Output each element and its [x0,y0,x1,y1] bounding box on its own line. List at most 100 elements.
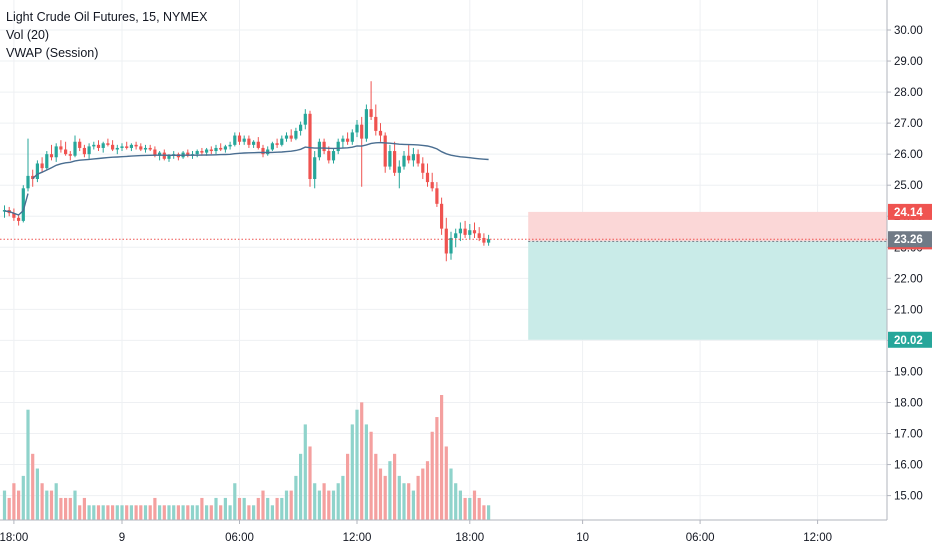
candle [487,234,491,246]
time-tick-label: 18:00 [0,532,28,544]
grid-lines [0,0,887,520]
candle [35,160,39,183]
volume-bar [463,497,467,520]
volume-bar [280,497,284,520]
volume-bar [228,505,232,520]
candle-body [125,146,129,148]
stop-price-badge-label: 24.14 [894,207,923,219]
volume-bar [92,505,96,520]
candle-body [49,154,54,158]
candle-body [472,230,477,234]
candle-body [31,175,35,179]
volume-bar [233,483,237,520]
volume-bar [223,497,227,520]
volume-bar [468,497,472,520]
volume-bar [242,497,246,520]
candle [186,149,190,158]
candle-body [45,154,49,169]
candle [195,149,199,158]
volume-bar [360,402,364,520]
volume-bar [158,505,162,520]
stop-loss-zone [528,211,887,242]
candle [435,182,439,207]
volume-bar [397,475,401,520]
volume-bar [59,497,63,520]
candle-body [416,154,420,164]
volume-bar [407,483,411,520]
candle [82,144,86,158]
candle-body [148,147,152,150]
chart-title: Light Crude Oil Futures, 15, NYMEX [6,10,208,24]
candle-body [383,135,387,167]
volume-bar [73,490,77,520]
candle [308,110,312,187]
candle-body [275,143,279,145]
time-axis[interactable]: 18:00 9 06:00 12:00 18:00 10 06:00 12:00 [0,519,932,550]
volume-bar [111,505,115,520]
candle-body [214,147,218,152]
candle-body [322,141,326,152]
candle [369,81,373,121]
candle-body [252,141,256,145]
candle-body [21,188,25,221]
volume-bar [143,505,148,520]
candle-body [223,146,227,150]
candle [209,146,213,155]
volume-bar [21,475,25,520]
volume-bar [167,505,171,520]
candle [256,137,260,150]
volume-bar [308,446,312,520]
volume-bars [2,395,491,520]
target-price-badge-label: 20.02 [894,335,923,347]
candle-body [346,138,350,142]
candle-body [153,149,157,156]
candle-body [143,147,148,150]
candle-body [233,135,237,145]
axis-corner [887,520,932,550]
candle-body [205,149,209,153]
candle [355,120,359,138]
candle-body [237,135,242,142]
volume-bar [327,490,331,520]
candle [360,116,364,187]
candle-body [393,151,397,173]
candle-body [96,144,101,148]
volume-bar [421,468,425,520]
price-tick-label: 21.00 [894,304,923,316]
candle [68,151,72,161]
volume-bar [186,505,190,520]
candle-body [111,144,115,150]
price-tick-label: 30.00 [894,25,923,37]
candle [397,160,401,189]
time-tick-label: 06:00 [686,532,715,544]
candle-body [92,144,96,147]
candle [407,144,411,164]
price-tick-label: 25.00 [894,180,923,192]
time-tick-label: 06:00 [225,532,254,544]
candle-body [256,141,260,148]
candle-body [364,109,368,139]
candle-body [378,130,383,136]
take-profit-zone [528,241,887,340]
candle-body [115,147,119,150]
volume-bar [355,409,359,520]
volume-bar [284,490,289,520]
price-axis[interactable]: 15.0016.0017.0018.0019.0020.0021.0022.00… [886,0,932,520]
candle [120,143,124,152]
candle-body [158,152,162,156]
candle [289,129,293,142]
volume-bar [101,505,105,520]
time-tick-label: 12:00 [803,532,832,544]
volume-bar [49,490,54,520]
candle-body [87,146,91,155]
candle-body [407,155,411,161]
volume-bar [54,483,58,520]
volume-bar [7,497,11,520]
stop-price-badge: 24.14 [888,203,932,220]
candle-body [468,230,472,235]
candle-body [139,146,143,150]
candle [148,144,152,152]
candle [350,129,354,145]
volume-bar [289,490,293,520]
